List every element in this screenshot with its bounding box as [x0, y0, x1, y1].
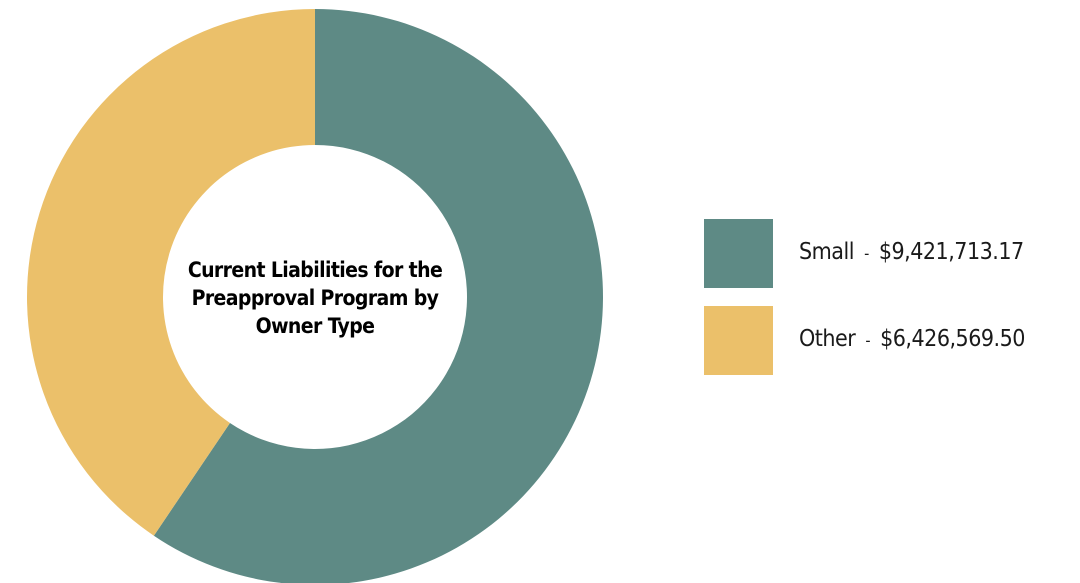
legend-text-other: Other - $6,426,569.50: [799, 326, 1025, 352]
legend-separator-small: -: [864, 244, 869, 263]
legend-swatch-other: [704, 306, 773, 375]
chart-title-line-3: Owner Type: [255, 314, 375, 338]
chart-title-line-1: Current Liabilities for the: [187, 258, 443, 282]
legend-text-small: Small - $9,421,713.17: [799, 239, 1024, 265]
chart-title: Current Liabilities for the Preapproval …: [160, 256, 470, 340]
legend-label-small: Small: [799, 239, 854, 265]
legend-separator-other: -: [865, 331, 871, 350]
chart-title-line-2: Preapproval Program by: [191, 286, 439, 310]
donut-slices: [27, 9, 603, 583]
legend-value-other: $6,426,569.50: [880, 326, 1025, 352]
donut-slice-other: [27, 9, 315, 536]
legend-swatch-small: [704, 219, 773, 288]
donut-slice-small: [153, 9, 603, 583]
legend-value-small: $9,421,713.17: [878, 239, 1024, 265]
legend-label-other: Other: [799, 326, 856, 352]
